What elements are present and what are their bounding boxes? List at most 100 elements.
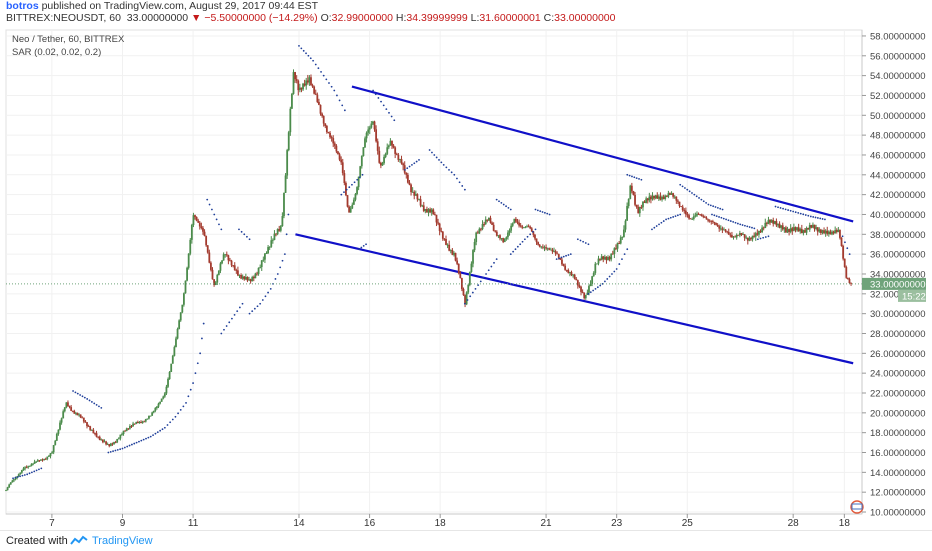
sar-dot bbox=[228, 321, 231, 324]
y-tick-label: 40.00000000 bbox=[870, 210, 925, 221]
candle-body bbox=[715, 222, 717, 225]
candle-body bbox=[522, 227, 525, 229]
candle-body bbox=[761, 227, 764, 233]
candle-body bbox=[27, 466, 30, 468]
y-tick-label: 38.00000000 bbox=[870, 230, 925, 241]
sar-dot bbox=[302, 49, 305, 52]
candle-body bbox=[684, 210, 687, 215]
candle-body bbox=[319, 104, 322, 114]
candle-body bbox=[35, 461, 38, 463]
candle-body bbox=[613, 248, 616, 254]
candle-body bbox=[84, 421, 87, 423]
publish-line: botros published on TradingView.com, Aug… bbox=[6, 0, 318, 12]
sar-dot bbox=[19, 475, 22, 478]
y-axis[interactable]: 10.00000000 12.00000000 14.00000000 16.0000… bbox=[861, 30, 926, 519]
sar-dot bbox=[448, 168, 450, 171]
candle-body bbox=[413, 191, 416, 196]
candle-body bbox=[38, 460, 41, 462]
candle-body bbox=[151, 412, 154, 416]
sar-dot bbox=[762, 236, 765, 239]
sar-dot bbox=[635, 177, 638, 180]
sar-dot bbox=[702, 200, 705, 203]
sar-dot bbox=[463, 302, 466, 305]
candle-body bbox=[810, 225, 813, 228]
candle-body bbox=[786, 229, 789, 233]
sar-dot bbox=[192, 382, 194, 384]
sar-dot bbox=[177, 412, 179, 415]
candle-body bbox=[73, 410, 76, 414]
candle-body bbox=[154, 408, 157, 411]
candle-body bbox=[70, 407, 73, 411]
candle-body bbox=[742, 234, 744, 235]
candle-body bbox=[394, 147, 397, 154]
candle-body bbox=[549, 249, 552, 251]
sar-dot bbox=[225, 325, 228, 327]
candle-body bbox=[505, 237, 508, 239]
sar-dot bbox=[819, 217, 822, 220]
candle-body bbox=[518, 222, 520, 226]
candle-body bbox=[138, 421, 141, 424]
candle-body bbox=[842, 246, 845, 259]
sar-dot bbox=[233, 313, 236, 316]
candle-body bbox=[11, 480, 14, 483]
candle-body bbox=[777, 223, 779, 226]
candle-body bbox=[683, 210, 686, 212]
candle-body bbox=[524, 227, 527, 229]
candle-body bbox=[635, 204, 638, 207]
candle-body bbox=[437, 222, 439, 224]
sar-dot bbox=[138, 440, 140, 443]
candle-body bbox=[408, 182, 411, 185]
sar-dot bbox=[611, 273, 613, 275]
candle-body bbox=[734, 236, 737, 238]
candle-body bbox=[530, 228, 533, 232]
candle-body bbox=[22, 468, 25, 471]
candle-body bbox=[514, 218, 517, 222]
candle-body bbox=[783, 227, 786, 230]
sar-dot bbox=[445, 166, 448, 169]
candle-body bbox=[65, 402, 68, 408]
published-text: published on TradingView.com, August 29,… bbox=[41, 0, 319, 12]
sar-dot bbox=[23, 474, 26, 476]
candle-body bbox=[146, 418, 149, 420]
candle-body bbox=[527, 226, 530, 228]
sar-dot bbox=[240, 230, 243, 233]
trend-lines[interactable] bbox=[295, 85, 854, 365]
legend-symbol: Neo / Tether, 60, BITTREX bbox=[12, 34, 125, 45]
sar-dot bbox=[669, 216, 672, 219]
candle-body bbox=[813, 224, 816, 229]
candle-body bbox=[778, 223, 781, 228]
candle-body bbox=[211, 269, 214, 280]
candle-body bbox=[802, 230, 805, 234]
candle-body bbox=[32, 463, 34, 465]
sar-dot bbox=[187, 395, 190, 398]
sar-dot bbox=[261, 299, 264, 301]
sar-dot bbox=[442, 163, 445, 166]
candle-body bbox=[845, 267, 848, 278]
candle-body bbox=[89, 426, 92, 430]
sar-dot bbox=[477, 284, 480, 287]
tradingview-link[interactable]: TradingView bbox=[92, 535, 153, 547]
sar-dot bbox=[576, 238, 579, 241]
candle-body bbox=[330, 137, 333, 139]
sar-dot bbox=[674, 215, 677, 218]
sar-dot bbox=[589, 291, 592, 294]
sar-dot bbox=[846, 247, 849, 250]
candle-body bbox=[222, 254, 225, 261]
sar-dot bbox=[587, 292, 590, 295]
candle-body bbox=[789, 228, 792, 232]
candle-body bbox=[184, 280, 187, 294]
sar-dot bbox=[109, 450, 112, 453]
candle-body bbox=[41, 459, 44, 461]
sar-dot bbox=[202, 322, 205, 325]
sar-dot bbox=[100, 406, 103, 409]
candle-body bbox=[270, 240, 273, 247]
sar-dot bbox=[248, 238, 251, 241]
candle-body bbox=[589, 283, 592, 287]
x-axis[interactable]: 7 9 11 14 16 18 21 23 25 28 18 bbox=[6, 513, 862, 529]
author-link[interactable]: botros bbox=[6, 0, 39, 12]
sar-dot bbox=[328, 82, 330, 84]
candle-body bbox=[206, 245, 209, 253]
price-chart[interactable]: 10.00000000 12.00000000 14.00000000 16.0000… bbox=[0, 0, 932, 530]
sar-dot bbox=[744, 224, 746, 227]
candle-body bbox=[449, 250, 452, 251]
